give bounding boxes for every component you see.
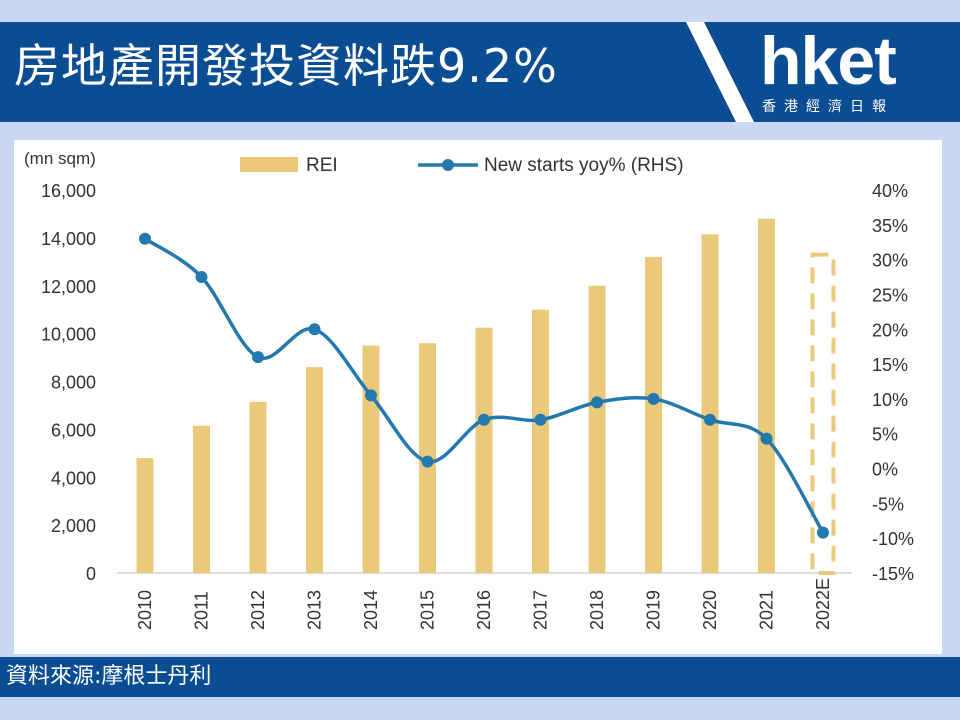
left-axis-tick-label: 16,000 (41, 181, 96, 201)
line-point-2014 (365, 389, 377, 402)
left-axis-tick-label: 6,000 (51, 420, 96, 440)
legend-label-new-starts: New starts yoy% (RHS) (484, 155, 684, 176)
left-axis-tick-label: 14,000 (41, 229, 96, 249)
x-tick-label-2010: 2010 (135, 590, 155, 630)
bar-2016 (475, 327, 493, 573)
bar-estimated-2022E (810, 252, 836, 575)
line-point-2015 (421, 455, 434, 468)
x-tick-label-2022E: 2022E (813, 578, 833, 630)
line-point-2016 (478, 413, 490, 426)
x-tick-label-2018: 2018 (587, 590, 607, 630)
right-axis-tick-label: 40% (872, 181, 908, 201)
left-axis-tick-label: 4,000 (51, 468, 96, 488)
source-note: 資料來源:摩根士丹利 (6, 664, 212, 689)
line-point-2011 (195, 271, 208, 284)
x-tick-label-2020: 2020 (700, 590, 720, 630)
bar-2020 (701, 234, 719, 574)
right-axis-tick-label: 0% (872, 460, 898, 480)
right-axis-tick-label: -15% (872, 564, 914, 584)
left-axis-tick-label: 10,000 (41, 325, 96, 345)
line-point-2012 (252, 351, 264, 364)
line-point-2020 (704, 413, 716, 426)
bar-2017 (532, 309, 549, 573)
footer-bar (0, 657, 960, 697)
legend-swatch-marker (442, 159, 454, 171)
x-tick-label-2016: 2016 (474, 590, 494, 630)
right-axis-tick-label: 35% (872, 216, 908, 236)
right-axis-tick-label: -10% (872, 529, 914, 549)
line-point-2013 (308, 323, 321, 336)
x-tick-label-2017: 2017 (531, 590, 551, 630)
line-point-2010 (139, 232, 151, 245)
bar-2018 (588, 285, 606, 573)
bar-2012 (249, 401, 267, 573)
right-axis-tick-label: 15% (872, 355, 908, 375)
left-axis-unit-label: (mn sqm) (24, 149, 96, 168)
x-tick-label-2012: 2012 (248, 590, 268, 630)
chart: 0 2,000 4,000 6,000 8,000 10,000 12,000 14,000 1… (24, 149, 914, 630)
bar-2013 (306, 367, 323, 573)
x-tick-label-2011: 2011 (192, 591, 212, 630)
line-point-2022E (817, 526, 829, 539)
left-axis-tick-label: 12,000 (41, 277, 96, 297)
bar-2021 (758, 218, 775, 573)
left-axis-tick-label: 8,000 (51, 373, 96, 393)
right-axis-tick-label: 10% (872, 390, 908, 410)
x-tick-label-2013: 2013 (305, 590, 325, 630)
page-title: 房地產開發投資料跌9.2% (14, 39, 558, 93)
line-point-2018 (591, 396, 603, 409)
left-axis-tick-label: 2,000 (51, 516, 96, 536)
legend-label-rei: REI (306, 155, 338, 176)
line-point-2017 (534, 413, 547, 426)
line-point-2019 (647, 392, 660, 405)
brand-logo-subtitle: 香港經濟日報 (762, 99, 894, 115)
x-tick-label-2015: 2015 (418, 590, 438, 630)
right-axis-tick-label: 5% (872, 425, 898, 445)
x-tick-label-2019: 2019 (644, 590, 664, 630)
x-tick-label-2021: 2021 (757, 590, 777, 630)
line-point-2021 (760, 432, 773, 445)
bar-2014 (362, 345, 380, 573)
brand-logo: hket (760, 23, 897, 99)
chart-panel: 0 2,000 4,000 6,000 8,000 10,000 12,000 14,000 1… (14, 140, 942, 654)
right-axis-tick-label: -5% (872, 494, 904, 514)
bar-2019 (645, 257, 662, 573)
right-axis-tick-label: 20% (872, 320, 908, 340)
x-tick-label-2014: 2014 (361, 590, 381, 630)
bar-2010 (136, 458, 154, 573)
right-axis-tick-label: 30% (872, 251, 908, 271)
legend-swatch-rei (240, 157, 298, 172)
right-axis-tick-label: 25% (872, 285, 908, 305)
left-axis-tick-label: 0 (86, 564, 96, 584)
logo-block (704, 22, 960, 122)
bar-2011 (193, 425, 210, 573)
